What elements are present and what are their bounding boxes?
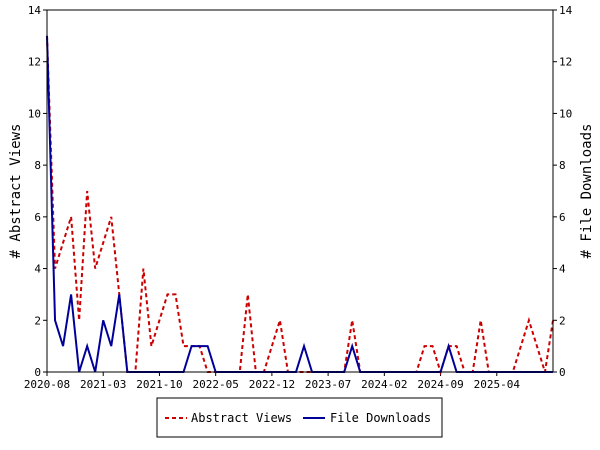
legend-box [156, 397, 443, 438]
right-tick-label: 0 [559, 366, 566, 379]
x-axis-ticks: 2020-08 2021-03 2021-10 2022-05 2022-12 2023-… [24, 372, 521, 391]
left-tick-label: 14 [28, 4, 42, 17]
legend: Abstract Views File Downloads [156, 397, 443, 438]
right-axis-ticks: 0 2 4 6 8 10 12 14 [553, 4, 573, 379]
right-tick-label: 12 [559, 56, 572, 69]
left-tick-label: 0 [34, 366, 41, 379]
series-line-file-downloads [46, 35, 553, 373]
series-layer [46, 35, 554, 376]
x-tick-label: 2022-05 [192, 378, 238, 391]
right-tick-label: 8 [559, 159, 566, 172]
left-tick-label: 12 [28, 56, 41, 69]
x-tick-label: 2022-12 [249, 378, 295, 391]
right-tick-label: 6 [559, 211, 566, 224]
right-tick-label: 10 [559, 107, 572, 120]
left-tick-label: 4 [34, 263, 41, 276]
left-axis-title: # Abstract Views [8, 124, 24, 259]
right-tick-label: 14 [559, 4, 573, 17]
x-tick-label: 2024-09 [417, 378, 463, 391]
plot-frame [46, 9, 554, 373]
right-tick-label: 2 [559, 314, 566, 327]
x-tick-label: 2020-08 [24, 378, 70, 391]
legend-label-abstract-views: Abstract Views [191, 411, 292, 425]
left-axis-ticks: 0 2 4 6 8 10 12 14 [28, 4, 47, 379]
left-tick-label: 2 [34, 314, 41, 327]
x-tick-label: 2025-04 [474, 378, 521, 391]
x-tick-label: 2021-10 [136, 378, 182, 391]
x-tick-label: 2023-07 [305, 378, 351, 391]
x-tick-label: 2024-02 [361, 378, 407, 391]
left-tick-label: 10 [28, 107, 41, 120]
left-tick-label: 6 [34, 211, 41, 224]
left-tick-label: 8 [34, 159, 41, 172]
right-tick-label: 4 [559, 263, 566, 276]
right-axis-title: # File Downloads [579, 124, 595, 259]
legend-label-file-downloads: File Downloads [330, 411, 431, 425]
x-tick-label: 2021-03 [80, 378, 126, 391]
